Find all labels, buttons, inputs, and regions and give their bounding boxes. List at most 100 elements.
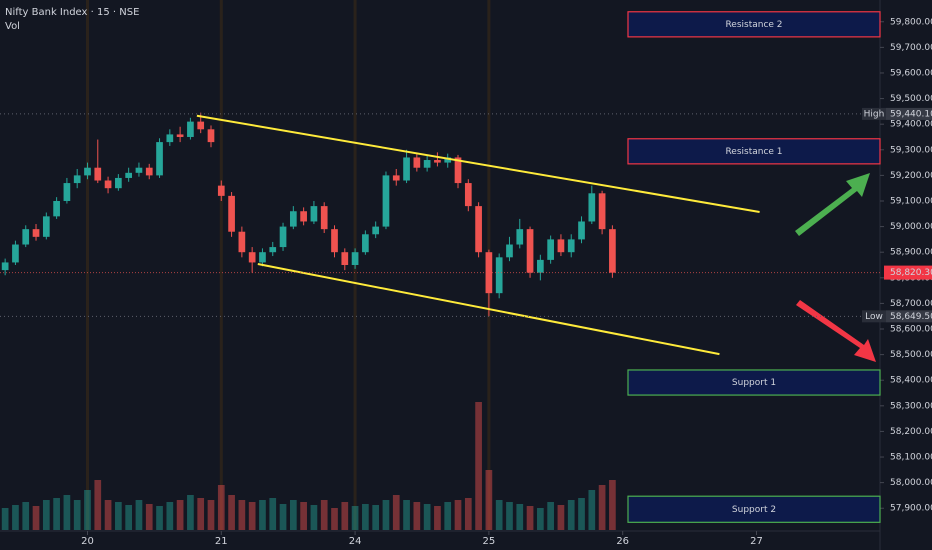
up-arrow <box>795 173 870 236</box>
y-tick-label: 58,500.00 <box>890 350 932 360</box>
volume-bar <box>475 402 482 530</box>
volume-bar <box>403 500 410 530</box>
candle-body <box>372 226 380 235</box>
high-value-bg <box>886 107 932 120</box>
down-arrow <box>796 300 876 362</box>
zone-label: Support 1 <box>732 378 776 388</box>
volume-bar <box>238 500 246 530</box>
last-price: 58,820.30 <box>890 268 932 278</box>
y-tick-label: 59,200.00 <box>890 171 932 181</box>
volume-bar <box>73 500 81 530</box>
candle-body <box>115 177 122 189</box>
candle-body <box>12 244 19 263</box>
volume-bar <box>269 498 277 530</box>
candle-body <box>310 206 318 222</box>
candle-body <box>145 167 153 176</box>
candle-body <box>351 252 359 265</box>
candle-body <box>392 175 400 181</box>
x-tick-label: 25 <box>483 536 496 547</box>
volume-bar <box>125 505 132 530</box>
low-value-bg <box>886 310 932 323</box>
candle-body <box>588 193 596 222</box>
candle-body <box>269 247 277 253</box>
candle-body <box>506 244 513 258</box>
volume-title: Vol <box>5 21 20 32</box>
volume-bar <box>392 495 400 530</box>
y-tick-label: 59,100.00 <box>890 196 932 206</box>
candle-body <box>434 160 441 163</box>
low-tag-bg <box>862 310 886 323</box>
y-tick-label: 58,000.00 <box>890 478 932 488</box>
volume-bar <box>197 498 205 530</box>
volume-bar <box>32 506 40 530</box>
volume-bar <box>22 502 30 530</box>
candle-body <box>567 239 575 253</box>
low-value: 58,649.50 <box>890 312 932 322</box>
candle-body <box>578 221 585 240</box>
volume-bar <box>1 508 9 530</box>
y-tick-label: 59,000.00 <box>890 222 932 232</box>
candle-body <box>32 229 40 237</box>
high-tag-bg <box>862 107 886 120</box>
candle-body <box>176 134 184 137</box>
candle-body <box>187 121 194 137</box>
volume-bar <box>176 500 184 530</box>
volume-bar <box>135 500 143 530</box>
y-tick-label: 58,900.00 <box>890 248 932 258</box>
volume-bar <box>464 498 472 530</box>
candle-body <box>547 239 554 260</box>
candle-body <box>516 229 524 245</box>
volume-bar <box>94 480 102 530</box>
trendline <box>196 114 760 213</box>
candle-body <box>495 257 503 294</box>
volume-bar <box>145 504 153 530</box>
chart-title: Nifty Bank Index · 15 · NSE <box>5 7 139 18</box>
volume-bar <box>84 490 91 530</box>
candle-body <box>238 231 246 253</box>
candle-body <box>248 252 256 263</box>
volume-bar <box>526 506 534 530</box>
candle-body <box>22 229 30 245</box>
candle-body <box>197 121 205 130</box>
volume-bar <box>609 480 616 530</box>
volume-bar <box>423 504 431 530</box>
candle-body <box>598 193 606 230</box>
y-tick-label: 59,800.00 <box>890 17 932 27</box>
volume-bar <box>567 500 575 530</box>
candle-body <box>104 180 112 189</box>
y-tick-label: 59,500.00 <box>890 94 932 104</box>
volume-bar <box>495 500 503 530</box>
candle-body <box>464 183 472 207</box>
candle-body <box>454 157 462 184</box>
candle-body <box>53 200 60 217</box>
volume-bar <box>248 502 256 530</box>
x-tick-label: 21 <box>215 536 228 547</box>
candle-body <box>259 252 266 263</box>
volume-bar <box>578 498 585 530</box>
volume-bar <box>63 495 71 530</box>
x-tick-label: 27 <box>750 536 763 547</box>
y-tick-label: 59,700.00 <box>890 43 932 53</box>
candle-body <box>609 229 616 273</box>
y-tick-label: 58,600.00 <box>890 325 932 335</box>
volume-bar <box>557 505 565 530</box>
candle-body <box>289 211 297 227</box>
volume-bar <box>187 495 194 530</box>
volume-bar <box>331 508 338 530</box>
y-tick-label: 59,400.00 <box>890 120 932 130</box>
volume-bar <box>362 504 369 530</box>
candle-body <box>382 175 390 227</box>
volume-bar <box>598 485 606 530</box>
candle-body <box>84 167 91 176</box>
volume-bar <box>259 500 266 530</box>
y-tick-label: 58,200.00 <box>890 427 932 437</box>
volume-bar <box>444 502 452 530</box>
zone <box>627 369 881 396</box>
zone <box>627 11 881 38</box>
volume-bar <box>506 502 513 530</box>
volume-bar <box>12 505 19 530</box>
volume-bar <box>588 490 596 530</box>
volume-bar <box>547 502 554 530</box>
candle-body <box>413 157 421 168</box>
candle-body <box>73 175 81 184</box>
